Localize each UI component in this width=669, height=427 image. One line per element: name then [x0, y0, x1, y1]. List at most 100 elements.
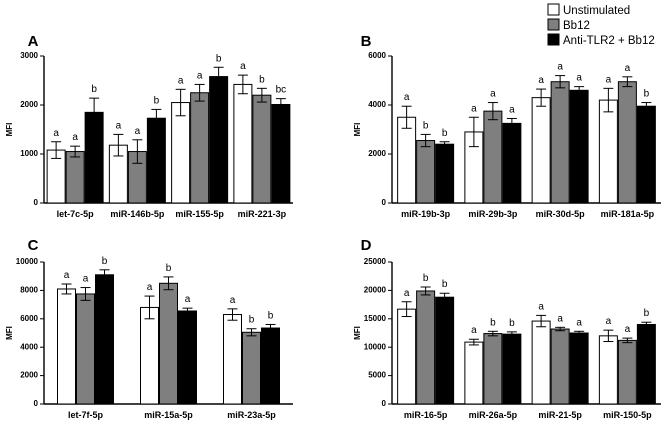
- significance-letter: a: [576, 317, 582, 328]
- significance-letter: a: [509, 104, 515, 115]
- y-tick-label: 8000: [20, 286, 38, 295]
- legend-swatch-0: [547, 3, 560, 16]
- y-axis-label: MFI: [353, 123, 362, 137]
- bar-a-2-1: [190, 92, 210, 204]
- significance-letter: b: [102, 256, 108, 267]
- bar-a-3-0: [233, 83, 253, 204]
- bar-b-3-1: [617, 81, 637, 204]
- significance-letter: a: [64, 270, 70, 281]
- y-tick-label: 10000: [364, 342, 387, 351]
- bar-d-3-1: [617, 339, 637, 405]
- y-tick-label: 0: [34, 198, 39, 207]
- bar-d-1-2: [502, 333, 522, 405]
- significance-letter: a: [240, 61, 246, 72]
- significance-letter: b: [91, 84, 97, 95]
- bar-b-0-1: [416, 140, 436, 204]
- significance-letter: b: [259, 74, 265, 85]
- y-tick-label: 3000: [20, 51, 38, 60]
- y-tick-label: 0: [382, 399, 387, 408]
- significance-letter: a: [197, 70, 203, 81]
- x-tick-label: let-7c-5p: [57, 209, 95, 219]
- bar-b-0-0: [397, 116, 417, 204]
- significance-letter: b: [268, 310, 274, 321]
- y-tick-label: 1000: [20, 149, 38, 158]
- significance-letter: b: [166, 263, 172, 274]
- x-tick-label: miR-29b-3p: [468, 209, 518, 219]
- x-tick-label: miR-19b-3p: [401, 209, 451, 219]
- y-tick-label: 25000: [364, 257, 387, 266]
- bar-c-0-0: [57, 288, 76, 405]
- bar-d-2-0: [531, 320, 551, 405]
- chart-panel-b: B MFI 0 2000 4000 6000 miR-19b-3p a b b miR-29b-3p…: [353, 33, 661, 219]
- panel-letter: B: [361, 33, 372, 50]
- y-tick-label: 0: [382, 198, 387, 207]
- significance-letter: b: [249, 315, 255, 326]
- bar-c-2-0: [223, 314, 242, 405]
- significance-letter: b: [423, 273, 429, 284]
- significance-letter: a: [606, 316, 612, 327]
- significance-letter: a: [404, 92, 410, 103]
- bar-d-0-0: [397, 308, 417, 405]
- significance-letter: b: [490, 317, 496, 328]
- legend-swatch-2: [547, 33, 560, 46]
- x-tick-label: miR-146b-5p: [110, 209, 165, 219]
- panel-letter: D: [361, 237, 372, 254]
- significance-letter: a: [538, 75, 544, 86]
- significance-letter: a: [230, 295, 236, 306]
- panel-letter: C: [28, 237, 39, 254]
- significance-letter: a: [557, 62, 563, 73]
- significance-letter: b: [423, 120, 429, 131]
- chart-panels: A MFI 0 1000 2000 3000 let-7c-5p a a b miR-146b-5p…: [5, 33, 661, 420]
- panel-letter: A: [28, 33, 39, 50]
- y-tick-label: 4000: [20, 342, 38, 351]
- bar-d-0-1: [416, 290, 436, 405]
- bar-d-3-2: [636, 323, 656, 405]
- y-tick-label: 5000: [368, 371, 386, 380]
- bar-a-2-2: [209, 76, 229, 204]
- significance-letter: b: [442, 128, 448, 139]
- significance-letter: a: [147, 282, 153, 293]
- significance-letter: a: [404, 288, 410, 299]
- bar-d-3-0: [598, 335, 618, 405]
- y-axis-label: MFI: [353, 326, 362, 340]
- significance-letter: a: [72, 132, 78, 143]
- significance-letter: a: [116, 120, 122, 131]
- bar-a-3-2: [271, 104, 291, 204]
- y-tick-label: 2000: [20, 100, 38, 109]
- legend-label-1: Bb12: [563, 20, 590, 32]
- x-tick-label: miR-221-3p: [238, 209, 287, 219]
- significance-letter: b: [216, 53, 222, 64]
- bar-c-2-1: [242, 331, 261, 405]
- bar-a-2-0: [171, 102, 191, 204]
- y-tick-label: 4000: [368, 100, 386, 109]
- legend: Unstimulated Bb12 Anti-TLR2 + Bb12: [547, 3, 655, 47]
- x-tick-label: miR-26a-5p: [469, 410, 518, 420]
- bar-c-0-2: [95, 274, 114, 405]
- y-tick-label: 0: [34, 399, 39, 408]
- significance-letter: a: [178, 75, 184, 86]
- y-tick-label: 6000: [368, 51, 386, 60]
- x-tick-label: miR-21-5p: [538, 410, 582, 420]
- x-tick-label: miR-15a-5p: [144, 410, 193, 420]
- x-tick-label: let-7f-5p: [68, 410, 104, 420]
- bar-a-3-1: [252, 94, 272, 204]
- bar-d-2-1: [550, 328, 570, 405]
- x-tick-label: miR-155-5p: [175, 209, 224, 219]
- significance-letter: a: [471, 103, 477, 114]
- bar-b-0-2: [435, 143, 455, 204]
- bar-b-1-1: [483, 110, 503, 204]
- significance-letter: a: [185, 294, 191, 305]
- significance-letter: b: [509, 318, 515, 329]
- bar-d-1-0: [464, 341, 484, 405]
- significance-letter: a: [576, 73, 582, 84]
- bar-b-2-2: [569, 89, 589, 204]
- legend-swatch-1: [547, 18, 560, 31]
- chart-panel-c: C MFI 0 2000 4000 6000 8000 10000 let-7f-5p a a b mi…: [5, 237, 293, 420]
- x-tick-label: miR-181a-5p: [601, 209, 655, 219]
- significance-letter: bc: [276, 85, 287, 96]
- x-tick-label: miR-150-5p: [603, 410, 652, 420]
- significance-letter: a: [557, 313, 563, 324]
- significance-letter: a: [471, 325, 477, 336]
- significance-letter: a: [83, 274, 89, 285]
- bar-c-2-2: [261, 327, 280, 405]
